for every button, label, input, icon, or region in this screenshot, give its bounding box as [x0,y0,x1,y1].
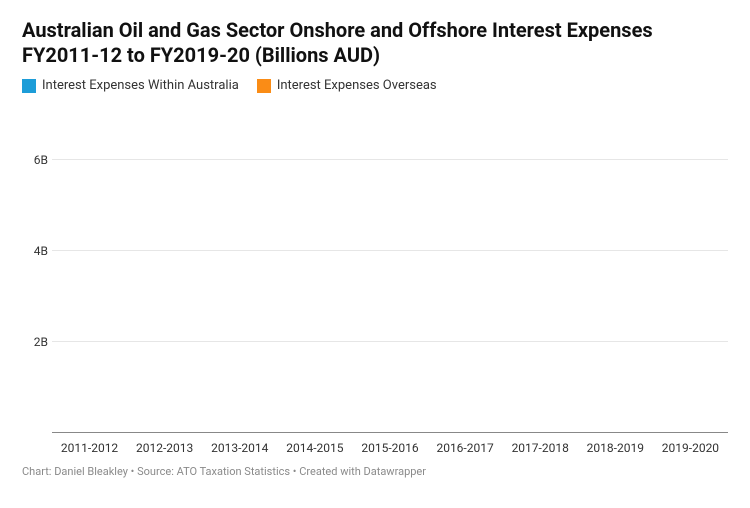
y-tick-label: 2B [22,335,48,349]
legend-swatch-within-australia [22,79,36,93]
legend: Interest Expenses Within Australia Inter… [22,78,728,93]
grid-line [52,250,728,251]
x-tick-label: 2011-2012 [52,435,127,455]
x-tick-label: 2015-2016 [352,435,427,455]
x-tick-label: 2012-2013 [127,435,202,455]
legend-label-within-australia: Interest Expenses Within Australia [42,78,239,93]
legend-item-within-australia: Interest Expenses Within Australia [22,78,239,93]
x-tick-label: 2017-2018 [503,435,578,455]
grid-line [52,159,728,160]
chart-title: Australian Oil and Gas Sector Onshore an… [22,18,728,68]
chart-container: Australian Oil and Gas Sector Onshore an… [0,0,750,508]
x-tick-label: 2019-2020 [653,435,728,455]
grid-area: 2B4B6B [52,105,728,433]
x-tick-label: 2014-2015 [277,435,352,455]
chart-credit: Chart: Daniel Bleakley • Source: ATO Tax… [22,465,728,478]
x-tick-label: 2016-2017 [428,435,503,455]
legend-item-overseas: Interest Expenses Overseas [257,78,437,93]
x-tick-label: 2018-2019 [578,435,653,455]
legend-label-overseas: Interest Expenses Overseas [277,78,437,93]
x-axis: 2011-20122012-20132013-20142014-20152015… [52,435,728,455]
legend-swatch-overseas [257,79,271,93]
plot-area: 2B4B6B 2011-20122012-20132013-20142014-2… [22,105,728,455]
grid-line [52,341,728,342]
y-tick-label: 4B [22,244,48,258]
bars-area [52,105,728,433]
x-tick-label: 2013-2014 [202,435,277,455]
y-tick-label: 6B [22,153,48,167]
